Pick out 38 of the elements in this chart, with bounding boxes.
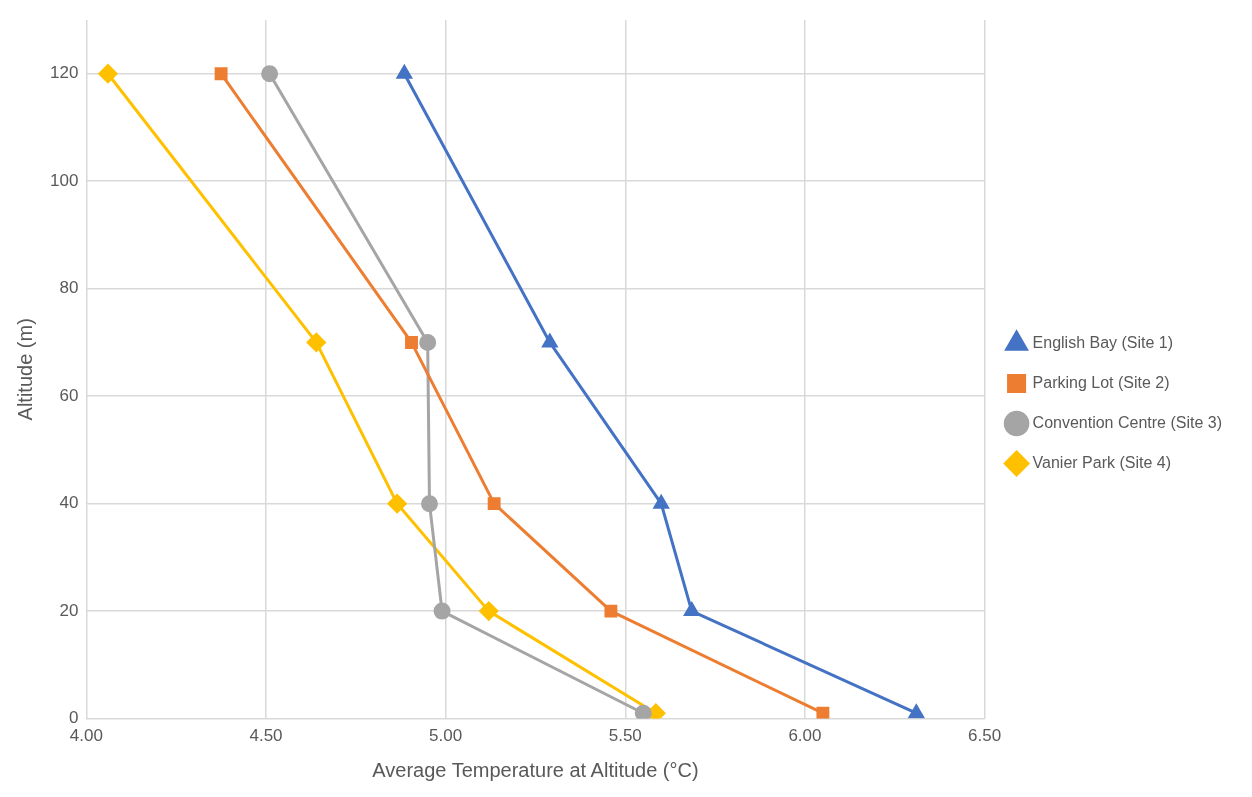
point <box>306 332 326 352</box>
point <box>420 495 438 513</box>
x-tick-label: 5.50 <box>608 726 642 746</box>
point <box>604 604 618 618</box>
y-axis-title: Altitude (m) <box>13 318 36 421</box>
x-tick-label: 6.50 <box>968 726 1002 746</box>
point <box>479 601 499 621</box>
x-axis-title: Average Temperature at Altitude (°C) <box>372 758 699 781</box>
y-tick-label: 0 <box>68 708 79 728</box>
point <box>405 335 418 349</box>
point <box>261 65 279 83</box>
y-tick-label: 20 <box>59 600 79 620</box>
x-tick-label: 5.00 <box>429 726 463 746</box>
y-tick-label: 80 <box>59 278 79 298</box>
point <box>433 602 451 620</box>
point <box>98 64 118 84</box>
point <box>634 704 652 719</box>
x-tick-label: 6.00 <box>788 726 822 746</box>
legend-label: Vanier Park (Site 4) <box>1032 453 1171 471</box>
point <box>816 706 830 719</box>
y-tick-label: 120 <box>49 63 79 83</box>
point <box>684 602 700 617</box>
x-tick-label: 4.50 <box>249 726 283 746</box>
x-tick-label: 4.00 <box>69 726 103 746</box>
y-tick-label: 60 <box>59 385 79 405</box>
legend-label: English Bay (Site 1) <box>1032 333 1174 351</box>
point <box>908 704 924 719</box>
legend-label: Convention Centre (Site 3) <box>1032 413 1223 431</box>
point <box>542 333 558 348</box>
y-tick-label: 40 <box>59 493 79 513</box>
y-tick-label: 100 <box>49 170 79 190</box>
point <box>487 497 501 511</box>
point <box>396 65 412 79</box>
point <box>419 333 437 351</box>
point <box>214 67 228 81</box>
point <box>387 494 407 514</box>
point <box>653 495 669 509</box>
legend-label: Parking Lot (Site 2) <box>1032 373 1170 391</box>
